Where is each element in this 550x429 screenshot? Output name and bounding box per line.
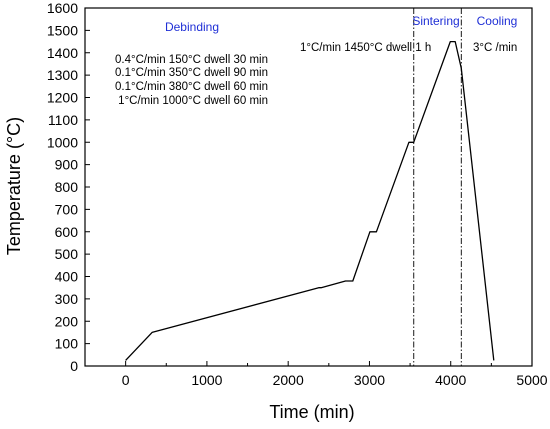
- y-tick-label: 500: [55, 246, 79, 262]
- phase-label-sintering: Sintering: [412, 14, 459, 28]
- plot-frame: [84, 7, 533, 367]
- y-tick-label: 100: [55, 336, 79, 352]
- y-tick-label: 1600: [47, 0, 78, 16]
- x-tick-label: 2000: [273, 372, 304, 388]
- y-tick-label: 700: [55, 201, 79, 217]
- y-tick-label: 200: [55, 313, 79, 329]
- x-axis-title: Time (min): [269, 402, 354, 422]
- cooling-annotation: 3°C /min: [473, 42, 517, 54]
- phase-label-cooling: Cooling: [477, 14, 518, 28]
- y-tick-label: 1400: [47, 45, 78, 61]
- y-tick-label: 1000: [47, 134, 78, 150]
- temperature-series-line: [125, 40, 495, 361]
- x-tick-label: 0: [122, 372, 130, 388]
- y-tick-label: 300: [55, 291, 79, 307]
- y-tick-label: 1300: [47, 67, 78, 83]
- x-tick-label: 4000: [435, 372, 466, 388]
- x-tick-label: 3000: [354, 372, 385, 388]
- debinding-annotation-2: 0.1°C/min 350°C dwell 90 min: [115, 67, 268, 79]
- debinding-annotation-1: 0.4°C/min 150°C dwell 30 min: [115, 54, 268, 66]
- phase-label-debinding: Debinding: [165, 20, 219, 34]
- sintering-annotation: 1°C/min 1450°C dwell 1 h: [300, 42, 431, 54]
- y-tick-label: 400: [55, 269, 79, 285]
- vlines-layer: [413, 8, 462, 366]
- y-axis-title: Temperature (°C): [4, 117, 24, 255]
- y-tick-label: 0: [70, 358, 78, 374]
- ticks-layer: 0 1000 2000 3000 4000 5000 0 100 200 300 400 500 600…: [47, 0, 548, 388]
- y-tick-label: 900: [55, 157, 79, 173]
- y-tick-label: 1500: [47, 22, 78, 38]
- y-tick-label: 1200: [47, 90, 78, 106]
- y-tick-label: 600: [55, 224, 79, 240]
- x-tick-label: 5000: [516, 372, 547, 388]
- debinding-annotation-3: 0.1°C/min 380°C dwell 60 min: [115, 81, 268, 93]
- debinding-annotation-4: 1°C/min 1000°C dwell 60 min: [118, 95, 268, 107]
- y-tick-label: 1100: [48, 112, 78, 128]
- x-tick-label: 1000: [191, 372, 222, 388]
- y-tick-label: 800: [55, 179, 79, 195]
- series-layer: [125, 40, 495, 361]
